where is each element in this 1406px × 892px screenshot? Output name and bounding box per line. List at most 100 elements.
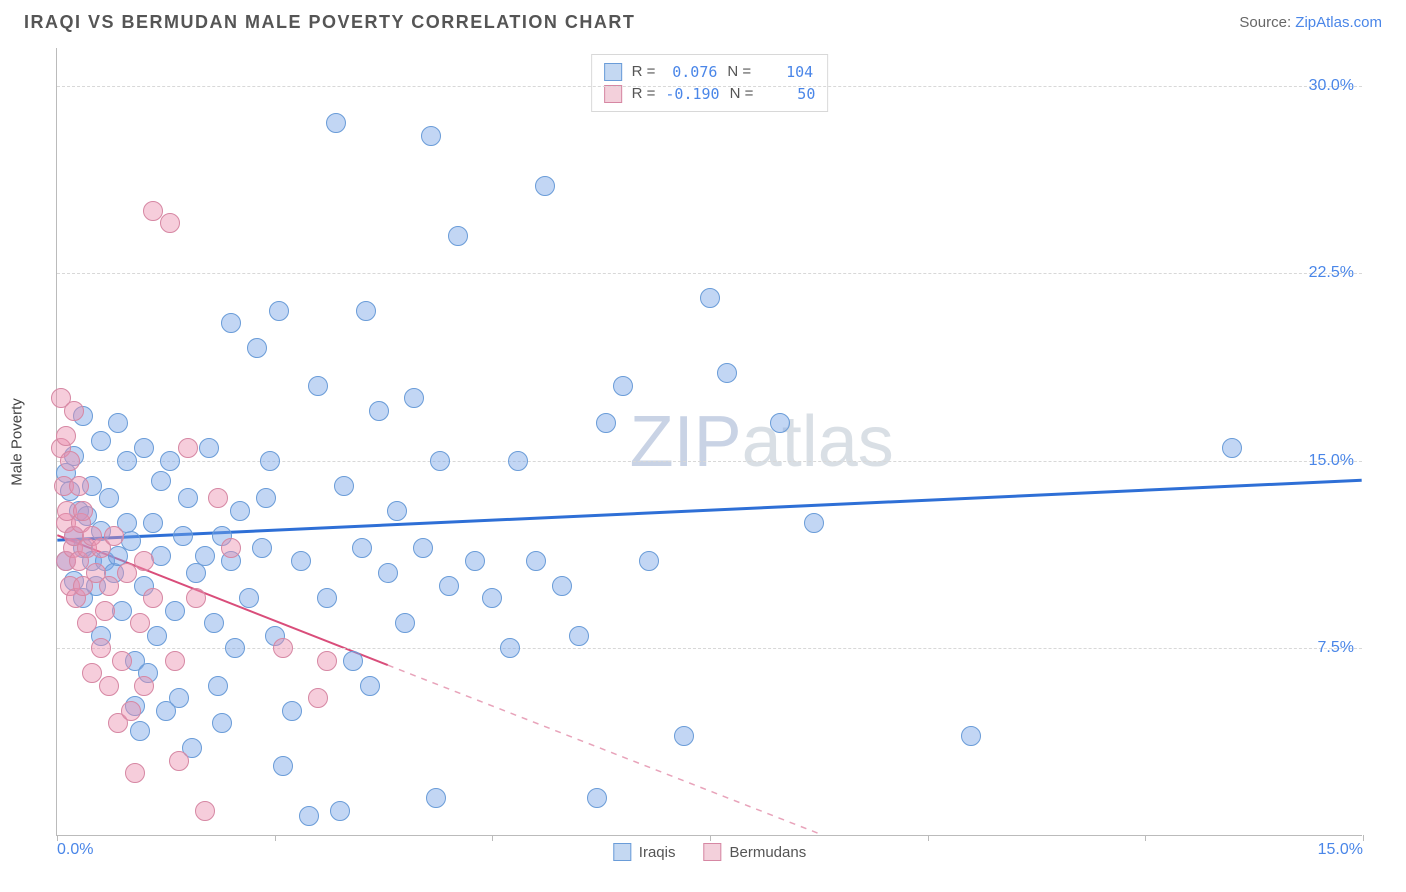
data-point: [160, 451, 180, 471]
data-point: [143, 201, 163, 221]
data-point: [60, 451, 80, 471]
data-point: [804, 513, 824, 533]
source-label: Source:: [1239, 14, 1295, 31]
data-point: [73, 501, 93, 521]
data-point: [430, 451, 450, 471]
data-point: [395, 613, 415, 633]
gridline: [57, 273, 1362, 274]
data-point: [426, 788, 446, 808]
data-point: [195, 546, 215, 566]
y-tick-label: 7.5%: [1318, 639, 1354, 657]
data-point: [134, 551, 154, 571]
data-point: [230, 501, 250, 521]
data-point: [69, 476, 89, 496]
x-tick: [492, 835, 493, 841]
data-point: [160, 213, 180, 233]
data-point: [165, 601, 185, 621]
x-tick: [1145, 835, 1146, 841]
data-point: [169, 688, 189, 708]
data-point: [82, 663, 102, 683]
data-point: [500, 638, 520, 658]
data-point: [125, 763, 145, 783]
x-tick: [928, 835, 929, 841]
data-point: [195, 801, 215, 821]
data-point: [252, 538, 272, 558]
data-point: [700, 288, 720, 308]
data-point: [208, 676, 228, 696]
x-tick: [1363, 835, 1364, 841]
data-point: [117, 451, 137, 471]
source: Source: ZipAtlas.com: [1239, 14, 1382, 31]
r-value: 0.076: [665, 61, 717, 83]
legend-label: Iraqis: [639, 844, 676, 861]
y-tick-label: 15.0%: [1309, 452, 1354, 470]
data-point: [247, 338, 267, 358]
correlation-legend: R = 0.076 N = 104 R = -0.190 N = 50: [591, 54, 829, 112]
data-point: [121, 701, 141, 721]
swatch-icon: [613, 843, 631, 861]
data-point: [225, 638, 245, 658]
data-point: [77, 613, 97, 633]
y-tick-label: 22.5%: [1309, 264, 1354, 282]
data-point: [95, 601, 115, 621]
data-point: [613, 376, 633, 396]
data-point: [639, 551, 659, 571]
swatch-icon: [703, 843, 721, 861]
data-point: [378, 563, 398, 583]
data-point: [269, 301, 289, 321]
data-point: [587, 788, 607, 808]
data-point: [134, 438, 154, 458]
data-point: [282, 701, 302, 721]
data-point: [221, 313, 241, 333]
x-tick-label: 15.0%: [1318, 841, 1363, 859]
data-point: [552, 576, 572, 596]
source-link[interactable]: ZipAtlas.com: [1295, 14, 1382, 31]
data-point: [317, 588, 337, 608]
data-point: [91, 638, 111, 658]
legend-item-bermudans[interactable]: Bermudans: [703, 843, 806, 861]
data-point: [334, 476, 354, 496]
data-point: [221, 538, 241, 558]
data-point: [404, 388, 424, 408]
data-point: [326, 113, 346, 133]
data-point: [674, 726, 694, 746]
data-point: [330, 801, 350, 821]
data-point: [535, 176, 555, 196]
data-point: [112, 601, 132, 621]
data-point: [134, 676, 154, 696]
data-point: [413, 538, 433, 558]
data-point: [308, 376, 328, 396]
data-point: [91, 431, 111, 451]
y-tick-label: 30.0%: [1309, 77, 1354, 95]
data-point: [317, 651, 337, 671]
data-point: [143, 588, 163, 608]
data-point: [208, 488, 228, 508]
data-point: [199, 438, 219, 458]
gridline: [57, 461, 1362, 462]
legend-item-iraqis[interactable]: Iraqis: [613, 843, 676, 861]
data-point: [169, 751, 189, 771]
data-point: [526, 551, 546, 571]
swatch-icon: [604, 85, 622, 103]
data-point: [439, 576, 459, 596]
data-point: [99, 576, 119, 596]
y-axis-label: Male Poverty: [9, 398, 26, 486]
data-point: [143, 513, 163, 533]
data-point: [204, 613, 224, 633]
legend-label: Bermudans: [729, 844, 806, 861]
data-point: [356, 301, 376, 321]
chart-title: IRAQI VS BERMUDAN MALE POVERTY CORRELATI…: [24, 12, 635, 33]
data-point: [147, 626, 167, 646]
data-point: [770, 413, 790, 433]
data-point: [130, 613, 150, 633]
data-point: [569, 626, 589, 646]
data-point: [273, 756, 293, 776]
series-legend: Iraqis Bermudans: [613, 843, 806, 861]
data-point: [352, 538, 372, 558]
data-point: [121, 531, 141, 551]
data-point: [212, 713, 232, 733]
header: IRAQI VS BERMUDAN MALE POVERTY CORRELATI…: [24, 12, 1382, 33]
data-point: [186, 588, 206, 608]
data-point: [273, 638, 293, 658]
data-point: [961, 726, 981, 746]
